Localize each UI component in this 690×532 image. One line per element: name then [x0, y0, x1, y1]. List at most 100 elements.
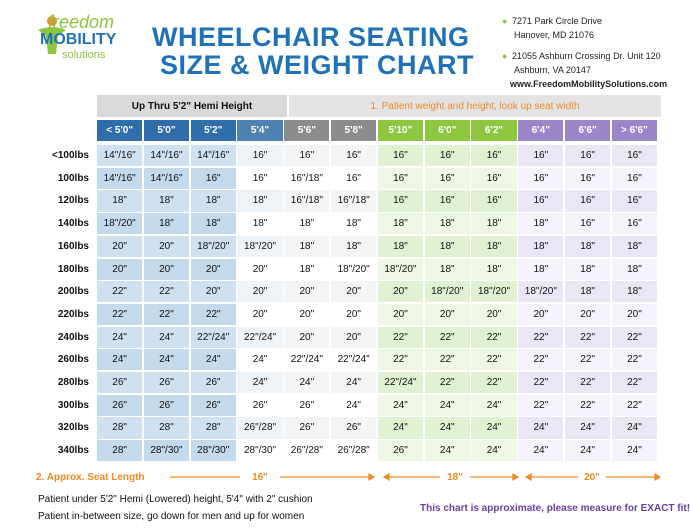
column-header: < 5'0" — [97, 120, 143, 141]
note: Patient under 5'2" Hemi (Lowered) height… — [38, 494, 313, 505]
size-cell: 18" — [565, 235, 611, 257]
size-cell: 16" — [565, 213, 611, 235]
size-cell: 24" — [611, 440, 658, 462]
logo-mobility: MOBILITY — [40, 31, 117, 48]
address: Ashburn, VA 20147 — [514, 65, 591, 75]
size-cell: 18" — [377, 213, 424, 235]
size-cell: 20" — [284, 326, 330, 348]
size-cell: 16" — [565, 190, 611, 212]
weight-label: 340lbs — [57, 445, 89, 457]
size-cell: 26" — [190, 372, 236, 394]
size-cell: 18" — [377, 235, 424, 257]
size-cell: 22" — [143, 281, 190, 303]
column-header: 6'2" — [471, 120, 517, 141]
column-header: > 6'6" — [611, 120, 658, 141]
size-cell: 24" — [424, 440, 470, 462]
size-cell: 28"/30" — [190, 440, 236, 462]
weight-label: 280lbs — [57, 377, 89, 389]
address: 7271 Park Circle Drive — [512, 16, 603, 26]
size-cell: 20" — [143, 258, 190, 280]
size-cell: 22" — [190, 303, 236, 326]
size-cell: 18" — [237, 190, 283, 212]
size-cell: 16" — [377, 167, 424, 189]
column-header: 6'0" — [424, 120, 470, 141]
size-cell: 22" — [377, 326, 424, 348]
title-line: WHEELCHAIR SEATING — [152, 22, 470, 52]
size-cell: 22" — [565, 326, 611, 348]
size-cell: 16" — [190, 167, 236, 189]
size-cell: 18" — [237, 213, 283, 235]
group-header: 1. Patient weight and height, look up se… — [289, 95, 661, 117]
size-cell: 28" — [190, 417, 236, 439]
title-line: SIZE & WEIGHT CHART — [160, 50, 474, 80]
size-cell: 22" — [518, 394, 564, 416]
weight-label: 320lbs — [57, 422, 89, 434]
logo-solutions: solutions — [62, 49, 106, 61]
size-cell: 24" — [377, 417, 424, 439]
size-cell: 26"/28" — [284, 440, 330, 462]
size-cell: 18" — [471, 258, 517, 280]
size-cell: 20" — [143, 235, 190, 257]
column-header: 5'4" — [237, 120, 283, 141]
group-header: Up Thru 5'2" Hemi Height — [97, 95, 287, 117]
size-cell: 22" — [518, 372, 564, 394]
size-cell: 24" — [237, 349, 283, 371]
size-cell: 14"/16" — [97, 167, 143, 189]
size-cell: 22" — [471, 349, 517, 371]
size-cell: 18" — [331, 235, 377, 257]
size-cell: 16" — [518, 167, 564, 189]
size-cell: 22"/24" — [284, 349, 330, 371]
size-cell: 18" — [424, 213, 470, 235]
size-cell: 20" — [190, 258, 236, 280]
size-cell: 16" — [424, 145, 470, 167]
size-cell: 20" — [237, 281, 283, 303]
size-cell: 18"/20" — [471, 281, 517, 303]
size-cell: 20" — [331, 303, 377, 326]
size-cell: 20" — [284, 281, 330, 303]
size-cell: 18" — [143, 213, 190, 235]
size-cell: 20" — [237, 303, 283, 326]
size-cell: 28" — [143, 417, 190, 439]
size-cell: 24" — [190, 349, 236, 371]
size-cell: 16" — [471, 145, 517, 167]
size-cell: 20" — [565, 303, 611, 326]
size-cell: 26" — [97, 372, 143, 394]
size-cell: 24" — [143, 326, 190, 348]
size-cell: 18" — [611, 235, 658, 257]
weight-label: 140lbs — [57, 218, 89, 230]
size-cell: 24" — [284, 372, 330, 394]
size-cell: 22" — [565, 372, 611, 394]
seat-length-label: 2. Approx. Seat Length — [36, 471, 145, 483]
size-cell: 18"/20" — [190, 235, 236, 257]
size-cell: 16" — [237, 145, 283, 167]
size-cell: 16" — [518, 145, 564, 167]
size-cell: 18" — [284, 213, 330, 235]
size-cell: 20" — [471, 303, 517, 326]
size-cell: 18" — [190, 190, 236, 212]
size-cell: 22" — [611, 372, 658, 394]
weight-label: 160lbs — [57, 240, 89, 252]
size-cell: 18" — [190, 213, 236, 235]
note: Patient in-between size, go down for men… — [38, 511, 305, 522]
disclaimer: This chart is approximate, please measur… — [420, 503, 690, 514]
size-cell: 22"/24" — [377, 372, 424, 394]
size-cell: 18" — [284, 235, 330, 257]
size-cell: 28"/30" — [237, 440, 283, 462]
size-cell: 16" — [331, 145, 377, 167]
size-cell: 20" — [518, 303, 564, 326]
weight-label: 200lbs — [57, 286, 89, 298]
size-cell: 16"/18" — [331, 190, 377, 212]
size-cell: 26" — [143, 372, 190, 394]
size-cell: 18" — [471, 213, 517, 235]
size-cell: 18"/20" — [237, 235, 283, 257]
seat-length-arrows — [170, 472, 662, 482]
column-header: 5'10" — [377, 120, 424, 141]
size-cell: 14"/16" — [143, 167, 190, 189]
size-cell: 24" — [143, 349, 190, 371]
size-cell: 28"/30" — [143, 440, 190, 462]
size-cell: 20" — [97, 235, 143, 257]
size-cell: 18" — [424, 235, 470, 257]
size-cell: 24" — [424, 394, 470, 416]
size-cell: 20" — [97, 258, 143, 280]
